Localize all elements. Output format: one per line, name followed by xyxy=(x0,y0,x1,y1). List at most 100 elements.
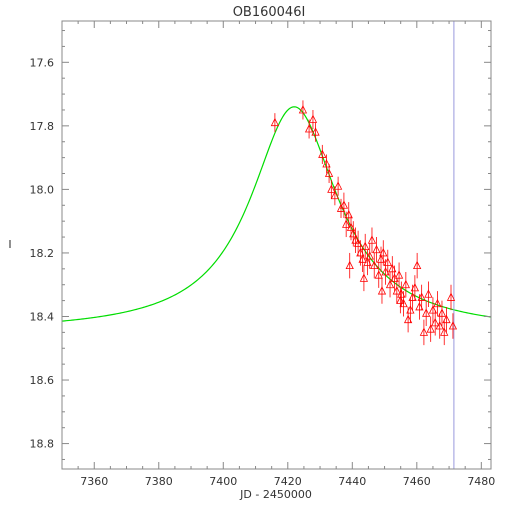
triangle-marker xyxy=(346,222,356,231)
data-point xyxy=(372,237,381,263)
triangle-marker xyxy=(322,159,331,168)
data-point xyxy=(374,262,383,288)
triangle-marker xyxy=(356,248,365,257)
triangle-marker xyxy=(385,279,395,289)
data-point xyxy=(349,221,358,247)
triangle-marker xyxy=(270,117,280,127)
triangle-marker xyxy=(419,327,429,336)
triangle-marker xyxy=(446,292,456,301)
triangle-marker xyxy=(324,168,334,177)
data-point xyxy=(359,265,369,292)
data-point xyxy=(361,233,370,260)
data-point xyxy=(419,319,429,346)
triangle-marker xyxy=(374,270,383,279)
data-point xyxy=(339,192,349,218)
data-point xyxy=(322,154,331,174)
plot-area xyxy=(61,21,492,469)
data-point xyxy=(270,113,280,133)
chart-title: OB160046I xyxy=(233,5,306,20)
data-point xyxy=(311,122,320,142)
x-tick-label: 7420 xyxy=(274,475,302,488)
x-tick-label: 7440 xyxy=(338,475,366,488)
y-tick-label: 18.8 xyxy=(30,438,55,451)
triangle-marker xyxy=(406,305,415,314)
x-tick-label: 7460 xyxy=(403,475,431,488)
data-point xyxy=(426,316,435,342)
data-point xyxy=(351,227,360,253)
data-point xyxy=(370,252,379,279)
y-tick-label: 18.0 xyxy=(30,183,55,196)
triangle-marker xyxy=(442,314,451,324)
data-point xyxy=(346,214,356,241)
data-point xyxy=(333,176,343,196)
triangle-marker xyxy=(381,267,390,276)
data-point xyxy=(383,249,392,276)
triangle-marker xyxy=(330,190,340,200)
triangle-marker xyxy=(372,244,381,254)
triangle-marker xyxy=(431,317,440,327)
triangle-marker xyxy=(342,219,351,228)
data-point xyxy=(433,291,442,317)
triangle-marker xyxy=(377,286,387,295)
triangle-marker xyxy=(308,114,318,123)
data-point xyxy=(417,284,426,311)
data-point xyxy=(446,284,456,311)
data-point xyxy=(377,278,387,304)
data-point xyxy=(396,287,405,314)
data-point xyxy=(353,230,363,257)
data-point xyxy=(412,252,422,279)
triangle-marker xyxy=(401,279,410,289)
x-tick-label: 7360 xyxy=(80,475,108,488)
triangle-marker xyxy=(415,302,424,311)
data-point xyxy=(422,300,431,327)
y-tick-label: 18.2 xyxy=(30,247,55,260)
triangle-marker xyxy=(361,241,370,250)
triangle-marker xyxy=(311,127,320,136)
triangle-marker xyxy=(349,228,358,238)
data-point xyxy=(344,202,353,228)
triangle-marker xyxy=(417,292,426,301)
triangle-marker xyxy=(388,263,397,273)
triangle-marker xyxy=(426,324,435,333)
triangle-marker xyxy=(448,321,458,330)
data-point xyxy=(428,297,438,323)
triangle-marker xyxy=(394,270,404,279)
data-point xyxy=(388,256,397,282)
data-point xyxy=(397,281,406,307)
data-point xyxy=(356,240,365,266)
data-point xyxy=(392,278,401,304)
triangle-marker xyxy=(298,105,308,114)
x-tick-label: 7400 xyxy=(209,475,237,488)
data-point xyxy=(363,249,372,276)
data-point xyxy=(394,262,404,288)
data-point xyxy=(324,163,334,184)
data-point xyxy=(385,272,395,298)
triangle-marker xyxy=(304,124,314,133)
x-axis-label: JD - 2450000 xyxy=(239,488,312,501)
triangle-marker xyxy=(358,254,367,263)
data-point xyxy=(367,227,377,253)
y-tick-label: 17.8 xyxy=(30,120,55,133)
data-point xyxy=(442,306,451,333)
triangle-marker xyxy=(383,257,392,266)
triangle-marker xyxy=(424,289,433,298)
data-point xyxy=(358,246,367,273)
data-point xyxy=(365,243,374,269)
triangle-marker xyxy=(392,286,401,295)
triangle-marker xyxy=(367,235,377,244)
x-tick-label: 7480 xyxy=(467,475,495,488)
y-tick-label: 18.4 xyxy=(30,310,55,323)
y-tick-label: 17.6 xyxy=(30,56,55,69)
triangle-marker xyxy=(412,260,422,270)
data-point xyxy=(435,313,444,339)
triangle-marker xyxy=(410,282,420,292)
triangle-marker xyxy=(403,314,413,324)
triangle-marker xyxy=(318,149,327,158)
triangle-marker xyxy=(428,305,438,314)
triangle-marker xyxy=(333,181,343,190)
data-point xyxy=(448,313,458,339)
triangle-marker xyxy=(351,235,360,244)
data-point xyxy=(318,144,327,164)
triangle-marker xyxy=(435,321,444,330)
